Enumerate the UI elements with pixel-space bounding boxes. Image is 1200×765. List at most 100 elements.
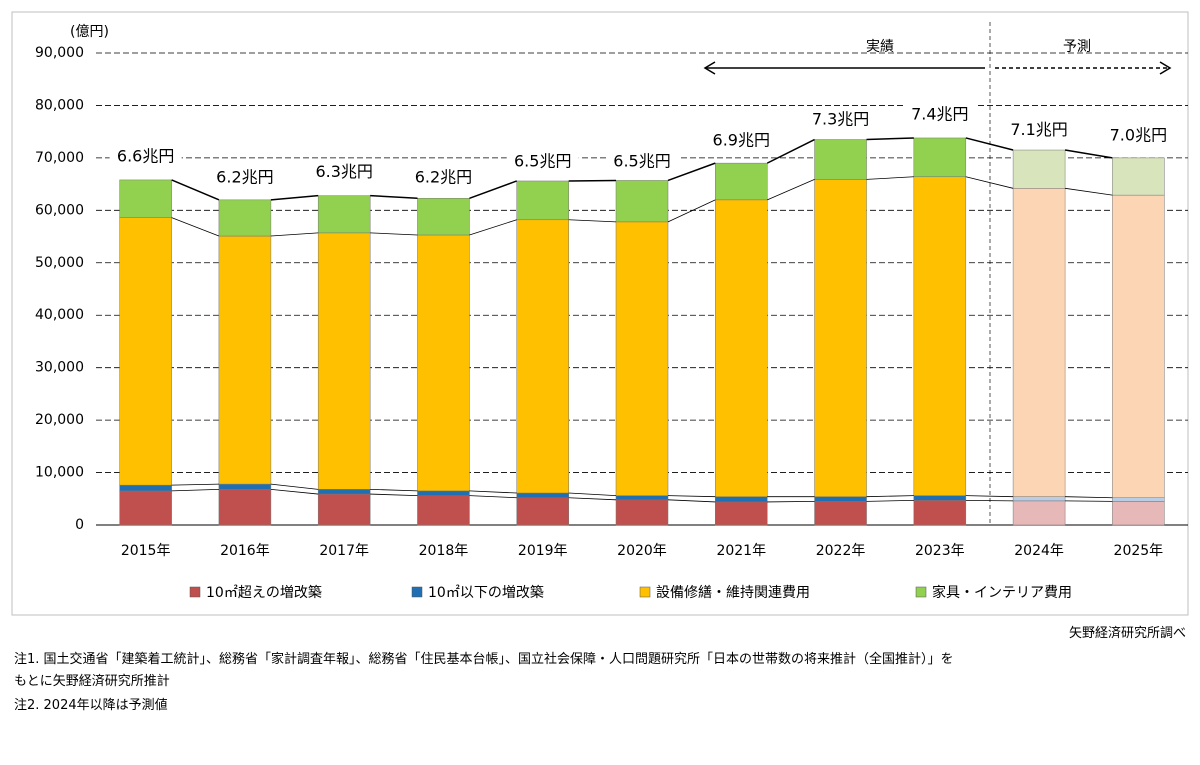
bar-segment	[119, 217, 172, 486]
x-tick-label: 2023年	[915, 543, 965, 559]
bar-segment	[317, 489, 371, 495]
chart: (億円) 実績 予測 0 10,000 20,000 30,000 40,000 50,0…	[11, 11, 1189, 616]
connector	[370, 488, 418, 492]
bar-segment	[516, 497, 569, 526]
connector	[270, 488, 319, 495]
total-label-bg	[606, 152, 678, 173]
connector	[667, 495, 716, 498]
y-tick-label: 80,000	[35, 97, 84, 113]
connector	[965, 176, 1014, 189]
connector	[171, 483, 219, 486]
bar-segment	[615, 499, 669, 526]
bar-segment	[417, 495, 470, 526]
x-tick-label: 2016年	[220, 543, 270, 559]
x-tick-label: 2021年	[716, 543, 766, 559]
bar-segment	[119, 490, 172, 526]
total-label-bg	[407, 167, 480, 188]
y-tick-label: 60,000	[35, 202, 84, 218]
bar-segment	[1012, 500, 1066, 526]
legend-swatch	[915, 586, 927, 598]
connector	[469, 180, 517, 199]
y-tick-label: 0	[75, 517, 84, 533]
connector	[866, 495, 914, 498]
actual-arrowhead	[703, 61, 716, 75]
total-label: 6.2兆円	[415, 167, 472, 186]
connector	[568, 497, 617, 501]
total-label: 7.3兆円	[812, 110, 869, 129]
legend-label: 10㎡超えの増改築	[206, 585, 322, 601]
connector	[667, 499, 716, 503]
bar-segment	[1012, 496, 1066, 502]
total-label-bg	[804, 110, 877, 131]
legend-swatch	[411, 586, 423, 598]
total-label: 7.4兆円	[911, 104, 968, 123]
connector	[965, 137, 1014, 151]
actual-label: 実績	[866, 39, 894, 55]
bar-segment	[715, 501, 768, 526]
y-tick-label: 90,000	[35, 45, 84, 61]
connector	[866, 499, 914, 502]
bar-segment	[615, 221, 669, 496]
total-label-bg	[208, 167, 281, 188]
note2: 注2. 2024年以降は予測値	[14, 698, 168, 713]
bar-segment	[913, 176, 967, 496]
legend-swatch	[189, 586, 201, 598]
bar-segment	[715, 496, 768, 503]
legend-label: 10㎡以下の増改築	[428, 585, 544, 601]
connector	[667, 162, 716, 182]
connector	[965, 495, 1014, 498]
y-tick-label: 10,000	[35, 465, 84, 481]
bar-segment	[814, 501, 867, 526]
total-label: 6.9兆円	[713, 131, 770, 150]
connector	[1065, 187, 1113, 196]
connector	[568, 492, 617, 497]
connector	[270, 194, 319, 201]
connector	[667, 199, 716, 223]
x-tick-label: 2017年	[319, 543, 369, 559]
bar-segment	[913, 500, 967, 526]
connector	[370, 493, 418, 497]
total-label: 7.0兆円	[1110, 125, 1167, 144]
connector	[568, 179, 617, 182]
bar-segment	[119, 484, 172, 492]
total-label-bg	[109, 146, 182, 167]
y-tick-label: 70,000	[35, 150, 84, 166]
connector	[1064, 149, 1113, 159]
bar-segment	[715, 162, 768, 201]
bar-segment	[615, 495, 669, 501]
connector	[270, 232, 319, 237]
x-tick-label: 2020年	[617, 543, 667, 559]
chart-frame	[11, 11, 1189, 616]
bar-segment	[1112, 194, 1165, 498]
bar-segment	[1012, 149, 1066, 189]
total-label-bg	[308, 162, 381, 183]
x-tick-label: 2022年	[816, 543, 866, 559]
connector	[370, 232, 418, 236]
connector	[469, 219, 517, 236]
bar-segment	[814, 496, 867, 502]
connector	[965, 499, 1014, 502]
connector	[866, 137, 914, 141]
connector	[370, 194, 418, 200]
bar-segment	[814, 179, 867, 497]
total-label: 6.5兆円	[613, 152, 670, 171]
bar-segment	[417, 490, 470, 496]
bar-segment	[417, 234, 470, 492]
bar-segment	[615, 180, 669, 223]
bar-segment	[317, 232, 371, 490]
legend-swatch	[639, 586, 651, 598]
note1-line1: 注1. 国土交通省「建築着工統計」、総務省「家計調査年報」、総務省「住民基本台帳…	[14, 652, 954, 667]
bar-segment	[913, 495, 967, 501]
y-unit: (億円)	[70, 24, 109, 40]
legend-label: 設備修繕・維持関連費用	[656, 585, 810, 601]
connector	[767, 179, 815, 201]
forecast-arrowhead	[1159, 61, 1172, 75]
bar-segment	[218, 235, 272, 485]
x-tick-label: 2019年	[518, 543, 568, 559]
total-label-bg	[506, 152, 579, 173]
connector	[469, 490, 517, 494]
connector	[469, 495, 517, 499]
bar-segment	[1112, 497, 1165, 502]
x-tick-label: 2015年	[121, 543, 171, 559]
